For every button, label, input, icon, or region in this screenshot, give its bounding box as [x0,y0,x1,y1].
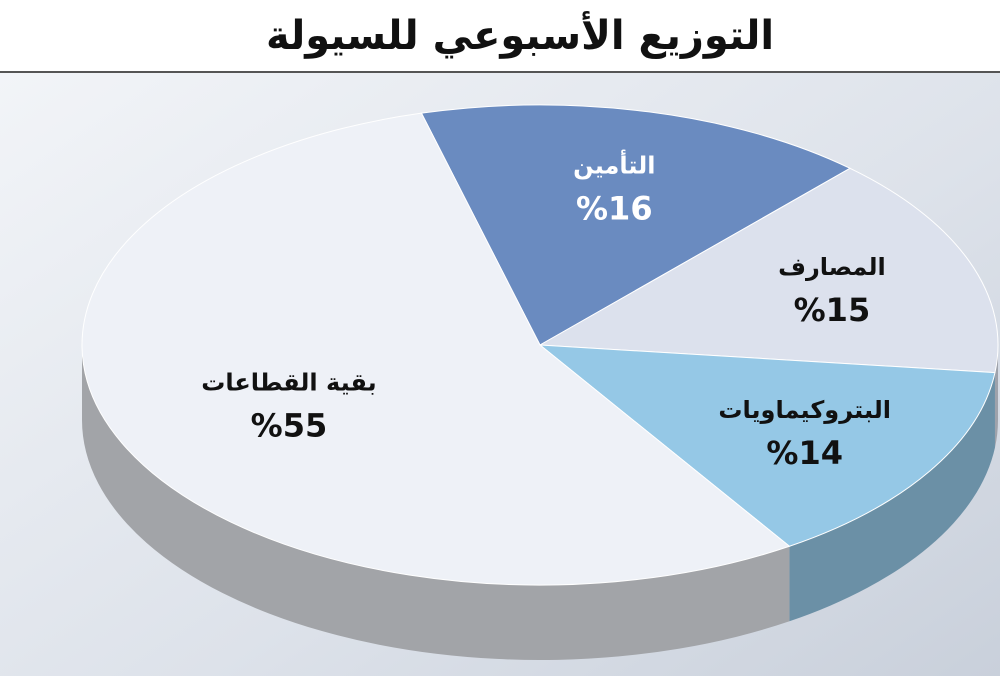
slice-label: المصارف [778,253,886,281]
slice-label: التأمين [573,150,655,180]
title-band [0,0,1000,72]
slice [420,104,852,346]
slice-side [789,372,995,622]
chart-title: التوزيع الأسبوعي للسيولة [266,10,774,59]
slice-label: البتروكيماويات [718,396,891,424]
value-label: %15 [794,291,871,329]
slice [538,167,999,374]
slice-label: بقية القطاعات [201,369,376,397]
slice-side [82,345,790,661]
value-label: %14 [766,434,843,472]
slice [81,112,791,586]
value-label: %55 [251,407,328,445]
slice [538,344,996,547]
value-label: %16 [576,190,653,228]
